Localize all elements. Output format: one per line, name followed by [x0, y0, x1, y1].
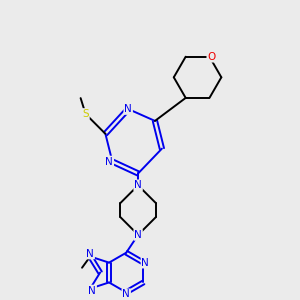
Text: N: N: [142, 258, 149, 268]
Text: N: N: [122, 289, 130, 299]
Text: N: N: [134, 180, 142, 190]
Text: O: O: [207, 52, 216, 62]
Text: N: N: [88, 286, 96, 296]
Text: S: S: [82, 109, 89, 119]
Text: N: N: [86, 248, 94, 259]
Text: N: N: [134, 230, 142, 240]
Text: N: N: [124, 104, 132, 114]
Text: N: N: [106, 157, 113, 166]
